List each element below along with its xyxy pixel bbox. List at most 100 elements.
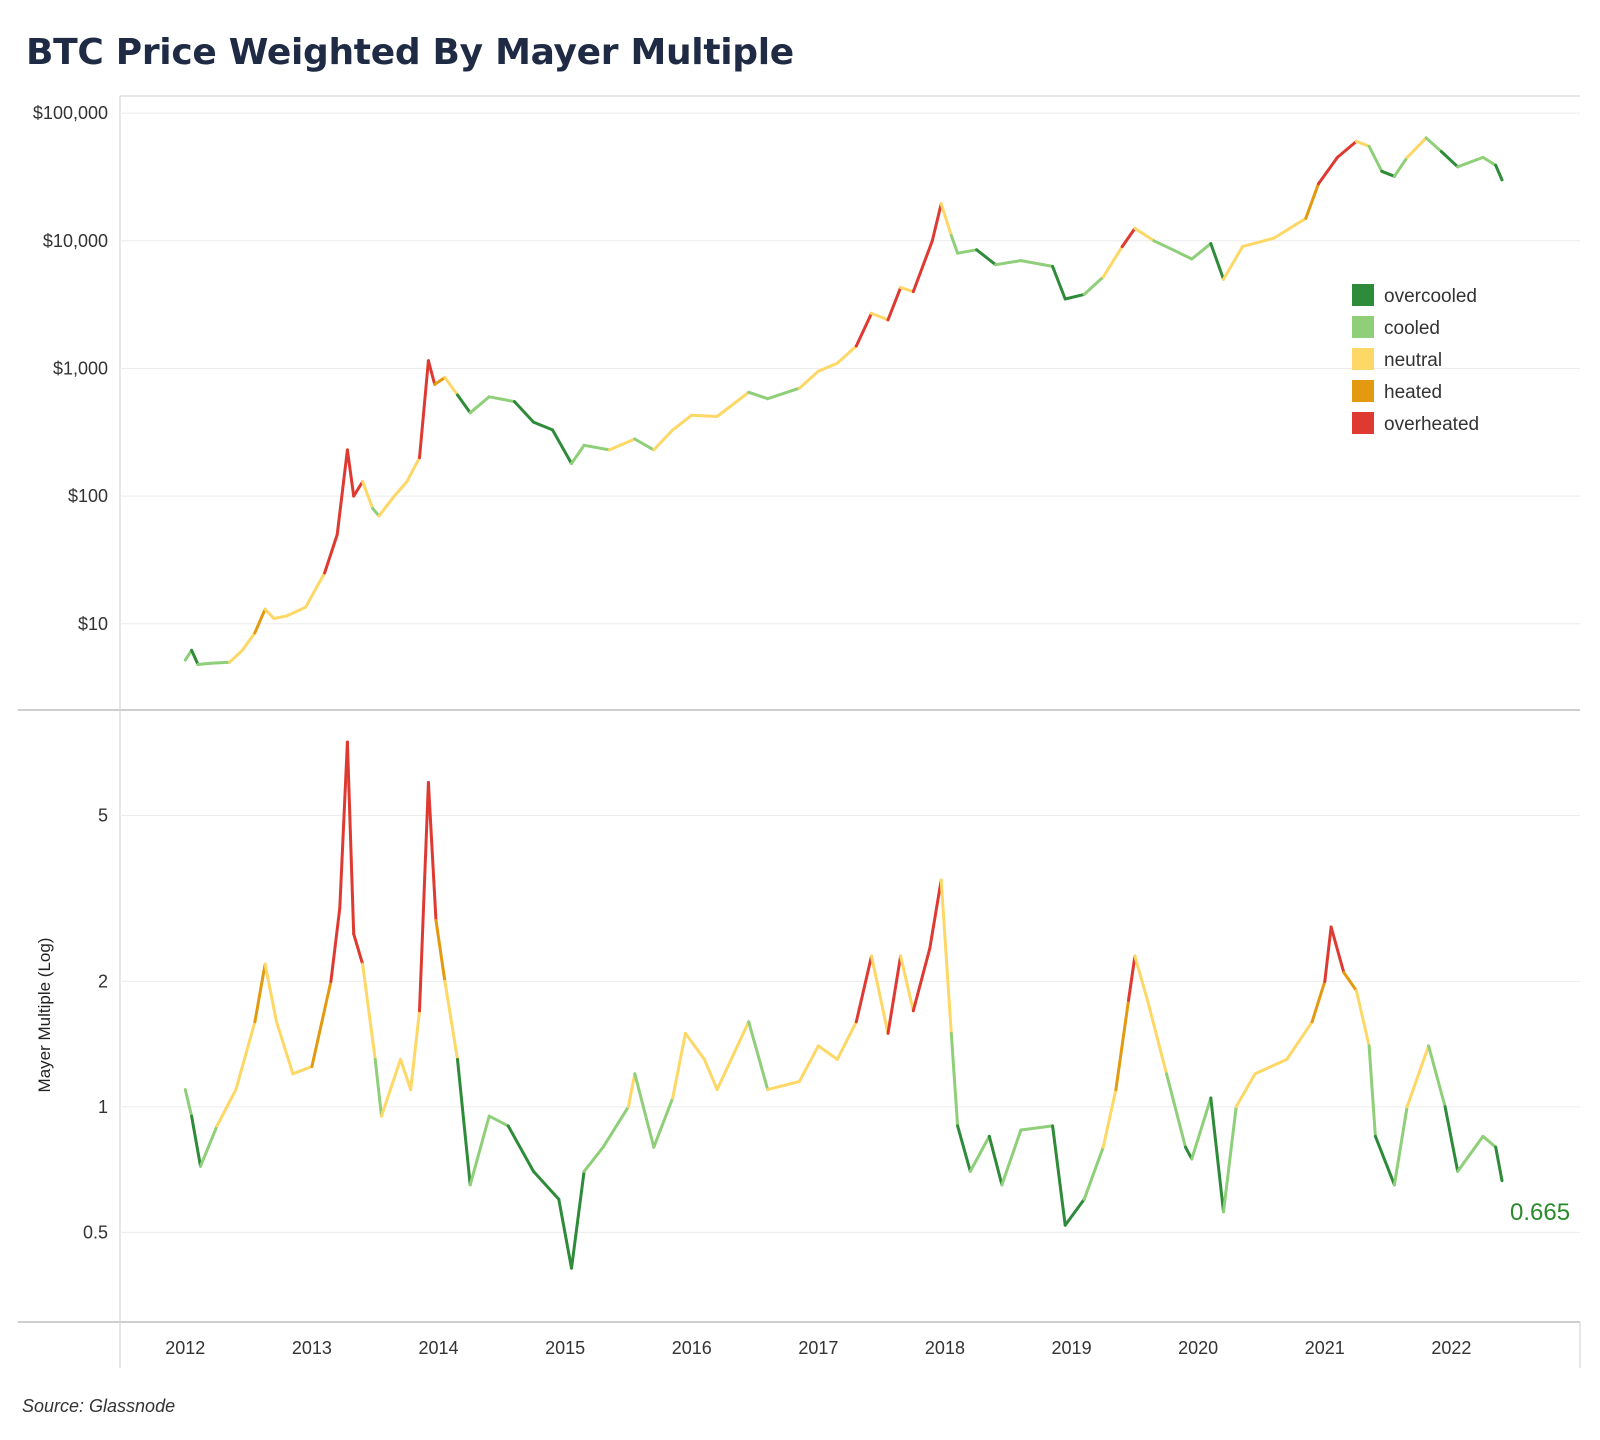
line-segment (1481, 1134, 1498, 1149)
line-segment (1152, 239, 1175, 252)
line-segment (1019, 1124, 1055, 1132)
y-tick-label: 0.5 (83, 1222, 108, 1242)
line-segment (797, 369, 820, 390)
line-segment (766, 386, 801, 401)
line-segment (532, 420, 554, 432)
line-segment (1190, 1096, 1213, 1161)
line-segment (234, 1020, 257, 1092)
price-series-line (183, 136, 1504, 666)
line-segment (361, 962, 377, 1061)
line-segment (886, 286, 903, 322)
line-segment (418, 781, 430, 1013)
line-segment (456, 1057, 472, 1187)
line-segment (329, 906, 342, 983)
legend-label-overheated: overheated (1384, 414, 1479, 435)
line-segment (371, 507, 381, 518)
line-segment (1342, 971, 1358, 993)
x-tick-label: 2015 (545, 1338, 585, 1358)
line-segment (513, 400, 535, 424)
y-tick-label: $10 (78, 614, 108, 634)
x-tick-label: 2013 (292, 1338, 332, 1358)
line-segment (1367, 144, 1384, 173)
line-segment (190, 648, 200, 666)
line-segment (690, 413, 719, 418)
line-segment (557, 1197, 573, 1270)
line-segment (911, 239, 934, 294)
line-segment (409, 1009, 421, 1092)
line-segment (570, 443, 586, 465)
line-segment (1405, 136, 1428, 159)
line-segment (968, 1134, 991, 1173)
line-segment (443, 979, 459, 1061)
line-segment (939, 202, 953, 237)
line-segment (975, 248, 998, 267)
line-segment (870, 311, 890, 322)
line-segment (633, 1072, 656, 1149)
line-segment (1424, 136, 1443, 153)
y-tick-label: 2 (98, 971, 108, 991)
line-segment (1101, 1088, 1118, 1149)
legend: overcooled cooled neutral heated overheated (1352, 284, 1479, 435)
line-segment (715, 1020, 751, 1092)
line-segment (633, 437, 656, 452)
line-segment (747, 390, 770, 401)
y-tick-label: $1,000 (53, 358, 108, 378)
line-segment (835, 1020, 858, 1061)
x-tick-label: 2016 (672, 1338, 712, 1358)
x-tick-label: 2017 (798, 1338, 838, 1358)
line-segment (1354, 989, 1371, 1048)
line-segment (380, 1057, 402, 1118)
y-tick-label: $100,000 (33, 103, 108, 123)
bottom-y-axis-label: Mayer Multiple (Log) (35, 938, 54, 1093)
line-segment (928, 878, 943, 950)
line-segment (352, 480, 365, 498)
line-segment (1427, 1044, 1447, 1109)
mayer-series-line (183, 740, 1504, 1270)
line-segment (433, 376, 447, 386)
legend-swatch-overheated (1352, 412, 1374, 434)
line-segment (1082, 275, 1105, 296)
legend-swatch-cooled (1352, 316, 1374, 338)
line-segment (272, 614, 289, 620)
line-segment (1234, 1072, 1257, 1109)
line-segment (551, 428, 573, 465)
line-segment (1146, 998, 1168, 1076)
line-segment (652, 1096, 675, 1149)
line-segment (1165, 1072, 1187, 1149)
line-segment (816, 361, 839, 373)
line-segment (377, 494, 396, 518)
line-segment (1392, 1105, 1409, 1187)
line-segment (1439, 150, 1460, 169)
line-segment (601, 1105, 630, 1149)
line-segment (949, 1031, 960, 1128)
line-segment (215, 1088, 238, 1128)
source-note: Source: Glassnode (22, 1396, 176, 1416)
line-segment (1184, 1145, 1194, 1161)
line-segment (956, 1124, 972, 1173)
line-segment (352, 932, 365, 966)
line-segment (652, 428, 675, 452)
line-segment (263, 607, 276, 620)
legend-label-neutral: neutral (1384, 350, 1442, 371)
line-segment (304, 571, 327, 609)
line-segment (1392, 155, 1409, 178)
line-segment (1000, 1128, 1023, 1187)
line-segment (1019, 259, 1055, 268)
line-segment (487, 395, 516, 404)
line-segment (1051, 264, 1067, 301)
line-segment (1354, 139, 1371, 148)
line-segment (1082, 1145, 1105, 1201)
line-segment (1494, 1145, 1504, 1183)
last-value-label: 0.665 (1510, 1199, 1570, 1226)
legend-swatch-neutral (1352, 348, 1374, 370)
line-segment (626, 1072, 637, 1109)
line-segment (392, 480, 409, 498)
legend-label-heated: heated (1384, 382, 1442, 403)
line-segment (418, 359, 430, 460)
line-segment (253, 962, 267, 1024)
line-segment (816, 1044, 839, 1061)
line-segment (1494, 163, 1504, 182)
line-segment (987, 1134, 1004, 1187)
x-tick-label: 2020 (1178, 1338, 1218, 1358)
